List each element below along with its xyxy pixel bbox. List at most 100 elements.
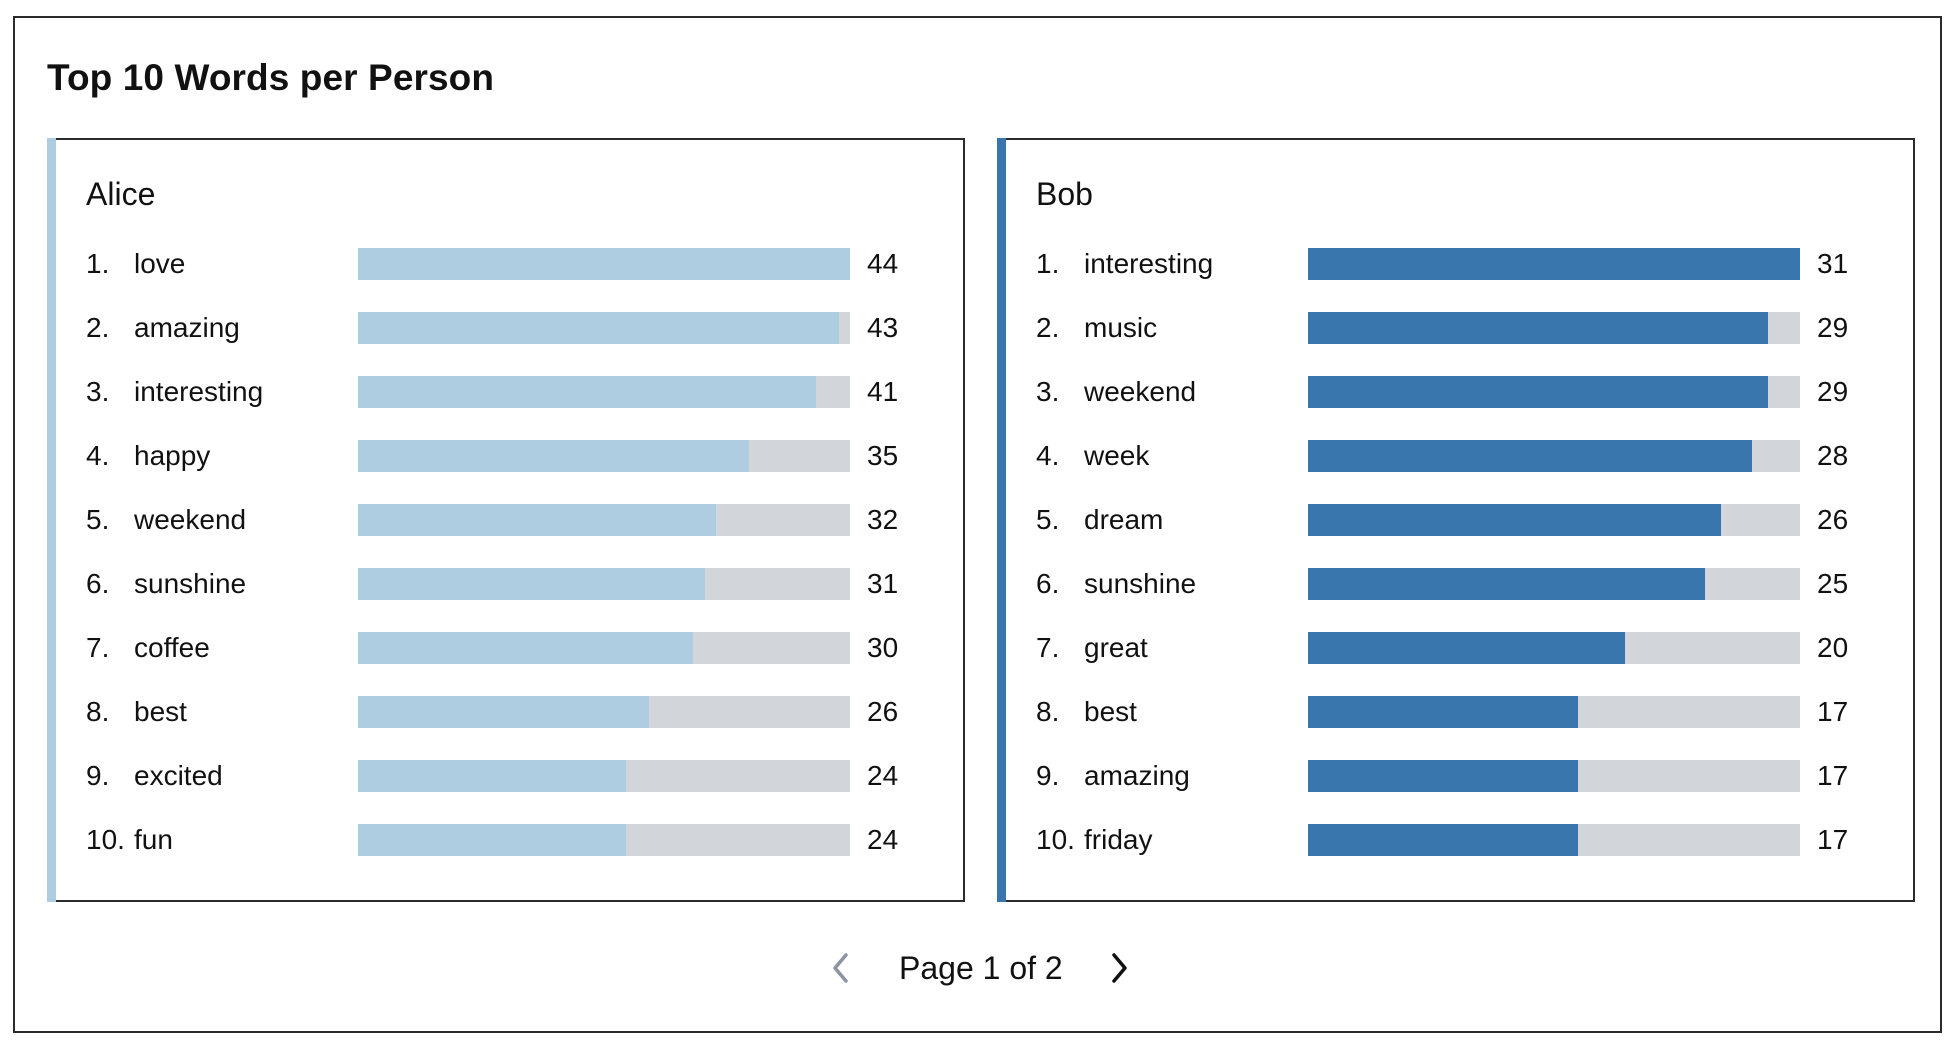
word-row: 9. amazing 17 bbox=[999, 760, 1913, 824]
bar-value-label: 25 bbox=[1817, 568, 1849, 599]
word-rank: 6. bbox=[1036, 568, 1060, 599]
bar-track bbox=[1308, 824, 1800, 856]
bar-track bbox=[358, 248, 850, 280]
bar bbox=[1308, 760, 1578, 792]
word-rank: 4. bbox=[86, 440, 110, 471]
bar bbox=[1308, 696, 1578, 728]
word-row: 4. week 28 bbox=[999, 440, 1913, 504]
word-row: 10. fun 24 bbox=[49, 824, 963, 888]
bar bbox=[1308, 312, 1768, 344]
word-label: coffee bbox=[134, 632, 210, 663]
word-rank: 6. bbox=[86, 568, 110, 599]
bar-value-label: 24 bbox=[867, 760, 899, 791]
person-name: Bob bbox=[1036, 176, 1093, 212]
bar bbox=[358, 696, 649, 728]
bar-track bbox=[1308, 632, 1800, 664]
bar bbox=[358, 376, 816, 408]
word-rank: 4. bbox=[1036, 440, 1060, 471]
bar-value-label: 29 bbox=[1817, 376, 1849, 407]
word-label: sunshine bbox=[134, 568, 247, 599]
bar bbox=[358, 504, 716, 536]
bar bbox=[1308, 440, 1752, 472]
word-rank: 7. bbox=[1036, 632, 1060, 663]
chevron-left-icon bbox=[833, 953, 848, 983]
bar-value-label: 26 bbox=[867, 696, 899, 727]
bar-track bbox=[1308, 376, 1800, 408]
word-label: dream bbox=[1084, 504, 1164, 535]
bar-value-label: 17 bbox=[1817, 696, 1849, 727]
bar-value-label: 35 bbox=[867, 440, 899, 471]
bar-value-label: 30 bbox=[867, 632, 899, 663]
bar-value-label: 20 bbox=[1817, 632, 1849, 663]
word-label: excited bbox=[134, 760, 223, 791]
word-label: happy bbox=[134, 440, 211, 471]
bar-track bbox=[1308, 696, 1800, 728]
word-row: 3. weekend 29 bbox=[999, 376, 1913, 440]
word-rank: 3. bbox=[86, 376, 110, 407]
word-rank: 5. bbox=[86, 504, 110, 535]
bar bbox=[358, 760, 626, 792]
bar-value-label: 44 bbox=[867, 248, 899, 279]
bar-value-label: 24 bbox=[867, 824, 899, 855]
word-rank: 10. bbox=[1036, 824, 1075, 855]
bar bbox=[1308, 632, 1625, 664]
word-rank: 9. bbox=[1036, 760, 1060, 791]
bar-track bbox=[358, 376, 850, 408]
bar-track bbox=[1308, 312, 1800, 344]
bar-track bbox=[358, 440, 850, 472]
word-row: 10. friday 17 bbox=[999, 824, 1913, 888]
word-label: best bbox=[134, 696, 187, 727]
word-label: interesting bbox=[134, 376, 264, 407]
bar-track bbox=[358, 824, 850, 856]
word-row: 2. music 29 bbox=[999, 312, 1913, 376]
word-label: sunshine bbox=[1084, 568, 1197, 599]
bar-track bbox=[1308, 248, 1800, 280]
word-row: 7. coffee 30 bbox=[49, 632, 963, 696]
bar-value-label: 31 bbox=[867, 568, 899, 599]
next-page-button[interactable] bbox=[1104, 950, 1134, 986]
bar-value-label: 17 bbox=[1817, 824, 1849, 855]
word-row: 1. love 44 bbox=[49, 248, 963, 312]
word-rank: 8. bbox=[86, 696, 110, 727]
word-row: 7. great 20 bbox=[999, 632, 1913, 696]
word-label: amazing bbox=[1084, 760, 1190, 791]
word-rank: 8. bbox=[1036, 696, 1060, 727]
word-rank: 1. bbox=[1036, 248, 1060, 279]
word-label: week bbox=[1084, 440, 1150, 471]
word-label: love bbox=[134, 248, 186, 279]
previous-page-button[interactable] bbox=[826, 950, 856, 986]
bar-track bbox=[358, 504, 850, 536]
word-rank: 10. bbox=[86, 824, 125, 855]
bar-track bbox=[358, 312, 850, 344]
bar-value-label: 32 bbox=[867, 504, 899, 535]
word-row: 8. best 26 bbox=[49, 696, 963, 760]
bar-value-label: 26 bbox=[1817, 504, 1849, 535]
bar bbox=[358, 568, 705, 600]
bar bbox=[1308, 568, 1705, 600]
bar-track bbox=[358, 568, 850, 600]
page-indicator: Page 1 of 2 bbox=[899, 950, 1063, 986]
word-rank: 2. bbox=[1036, 312, 1060, 343]
word-label: weekend bbox=[1084, 376, 1197, 407]
bar bbox=[358, 440, 749, 472]
word-row: 6. sunshine 25 bbox=[999, 568, 1913, 632]
bar-track bbox=[358, 760, 850, 792]
word-label: best bbox=[1084, 696, 1137, 727]
bar-value-label: 43 bbox=[867, 312, 899, 343]
bar bbox=[1308, 824, 1578, 856]
word-label: weekend bbox=[134, 504, 247, 535]
bar bbox=[358, 312, 839, 344]
bar bbox=[1308, 504, 1721, 536]
word-label: great bbox=[1084, 632, 1148, 663]
bar bbox=[358, 632, 693, 664]
bar bbox=[358, 248, 850, 280]
word-rank: 1. bbox=[86, 248, 110, 279]
person-panel-alice: Alice 1. love 44 2. amazing 43 3. interesting 41… bbox=[47, 138, 965, 902]
bar bbox=[1308, 248, 1800, 280]
pagination: Page 1 of 2 bbox=[0, 946, 1954, 990]
word-label: friday bbox=[1084, 824, 1153, 855]
word-row: 6. sunshine 31 bbox=[49, 568, 963, 632]
word-label: amazing bbox=[134, 312, 240, 343]
bar-track bbox=[1308, 568, 1800, 600]
bar-track bbox=[358, 696, 850, 728]
